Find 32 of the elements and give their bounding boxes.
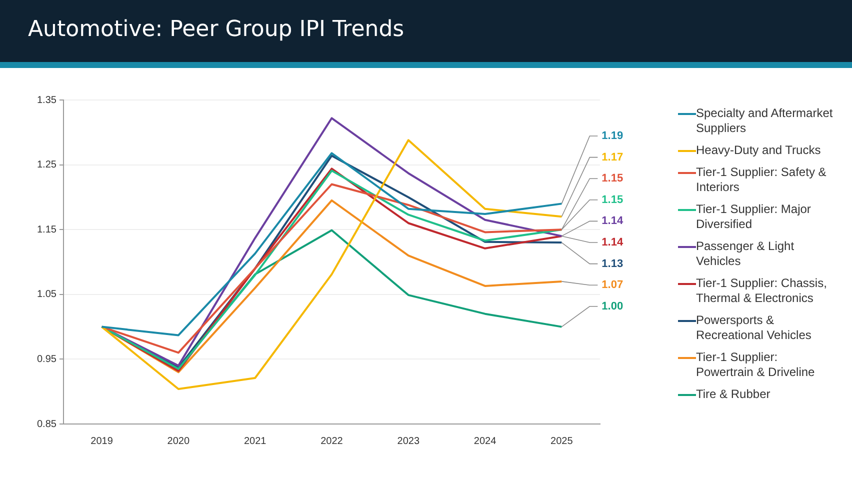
y-tick-label: 0.85: [36, 418, 57, 430]
y-tick-label: 1.35: [36, 94, 57, 106]
data-label: 1.07: [602, 279, 624, 292]
legend-label: Passenger & Light Vehicles: [696, 239, 796, 269]
legend-label: Tire & Rubber: [696, 387, 770, 402]
data-label: 1.13: [602, 258, 624, 270]
legend-label: Tier-1 Supplier: Safety & Interiors: [696, 165, 828, 195]
x-tick-label: 2024: [474, 436, 497, 447]
data-label: 1.15: [602, 194, 624, 206]
data-label: 1.15: [602, 172, 624, 185]
x-tick-label: 2021: [244, 436, 267, 447]
legend-label: Powersports & Recreational Vehicles: [696, 313, 812, 343]
y-tick-label: 1.15: [36, 224, 57, 236]
legend-label: Tier-1 Supplier: Powertrain & Driveline: [696, 350, 816, 380]
x-tick-label: 2020: [167, 436, 190, 447]
data-label: 1.14: [602, 236, 624, 249]
x-tick-label: 2025: [550, 436, 574, 447]
legend-label: Specialty and Aftermarket Suppliers: [696, 106, 834, 136]
data-label: 1.19: [602, 130, 624, 142]
legend-label: Tier-1 Supplier: Major Diversified: [696, 202, 812, 232]
data-label: 1.00: [602, 300, 624, 312]
legend-label: Heavy-Duty and Trucks: [696, 143, 821, 158]
x-tick-label: 2023: [397, 436, 420, 447]
y-tick-label: 1.25: [36, 160, 57, 171]
x-tick-label: 2019: [90, 436, 114, 447]
data-label: 1.14: [602, 215, 624, 228]
y-tick-label: 1.05: [36, 289, 57, 300]
data-label: 1.17: [602, 151, 624, 164]
legend-label: Tier-1 Supplier: Chassis, Thermal & Electronics: [696, 276, 828, 306]
x-tick-label: 2022: [320, 436, 344, 447]
y-tick-label: 0.95: [36, 354, 57, 365]
chart-title: Automotive: Peer Group IPI Trends: [28, 17, 404, 42]
